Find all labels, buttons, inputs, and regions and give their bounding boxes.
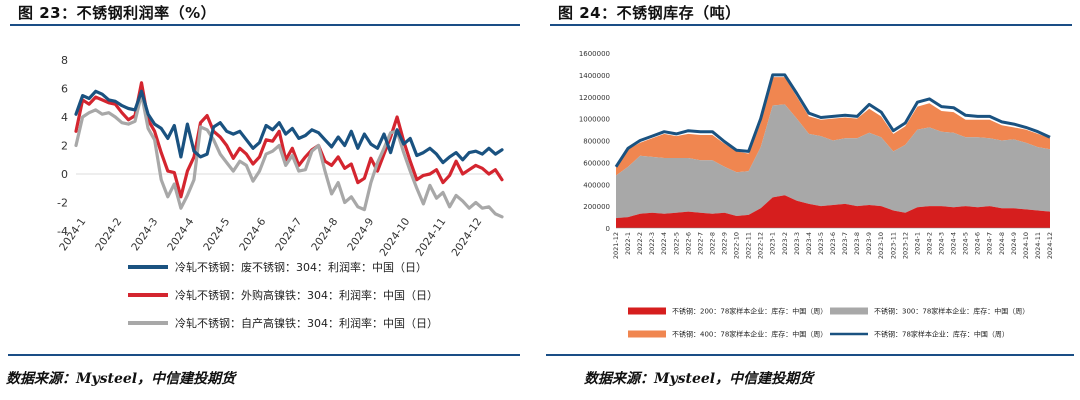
x-tick-label: 2022-3 bbox=[648, 232, 656, 255]
x-tick-label: 2024-11 bbox=[1034, 232, 1042, 259]
panel-profit: 图 23：不锈钢利润率（%） 8 6 4 2 0 -2 -4 2024-1 2024-2 2024… bbox=[6, 4, 520, 387]
x-tick-label: 2024-10 bbox=[1022, 232, 1030, 259]
x-tick-label: 2024-1 bbox=[913, 232, 921, 255]
footer-rule bbox=[8, 354, 520, 356]
y-tick-label: 600000 bbox=[583, 159, 610, 167]
x-tick-label: 2023-7 bbox=[841, 232, 849, 255]
x-tick-label: 2023-2 bbox=[781, 232, 789, 255]
y-tick-label: 1000000 bbox=[579, 116, 610, 124]
x-tick-label: 2023-8 bbox=[853, 232, 861, 255]
y-tick-label: 0 bbox=[61, 168, 68, 181]
legend-swatch bbox=[628, 330, 666, 338]
x-tick-label: 2022-1 bbox=[624, 232, 632, 255]
x-tick-label: 2024-8 bbox=[998, 232, 1006, 255]
total-line bbox=[614, 73, 1051, 168]
footer-rule bbox=[546, 354, 1074, 356]
x-tick-label: 2024-6 bbox=[974, 232, 982, 255]
x-tick-label: 2023-10 bbox=[877, 232, 885, 259]
y-tick-label: -2 bbox=[57, 197, 68, 210]
x-tick-label: 2024-12 bbox=[449, 216, 484, 259]
y-tick-label: 4 bbox=[61, 111, 68, 124]
y-tick-label: -4 bbox=[57, 225, 68, 238]
legend-swatch bbox=[628, 307, 666, 315]
x-tick-label: 2024-3 bbox=[129, 216, 160, 253]
y-tick-label: 0 bbox=[606, 225, 610, 233]
x-tick-label: 2024-7 bbox=[273, 216, 304, 253]
x-tick-label: 2023-3 bbox=[793, 232, 801, 255]
x-tick-label: 2022-10 bbox=[733, 232, 741, 259]
x-tick-label: 2023-12 bbox=[901, 232, 909, 259]
y-tick-label: 400000 bbox=[583, 181, 610, 189]
x-tick-label: 2024-11 bbox=[413, 216, 448, 259]
x-tick-label: 2024-4 bbox=[165, 216, 196, 254]
legend-label: 不锈钢：400：78家样本企业：库存：中国（周） bbox=[672, 330, 827, 339]
legend-label: 冷轧不锈钢：自产高镍铁：304：利润率：中国（日） bbox=[175, 316, 438, 330]
x-tick-label: 2024-8 bbox=[309, 216, 340, 253]
x-tick-label: 2023-6 bbox=[829, 232, 837, 255]
legend-label: 不锈钢：300：78家样本企业：库存：中国（周） bbox=[874, 307, 1029, 316]
x-tick-label: 2022-12 bbox=[757, 232, 765, 259]
x-tick-label: 2023-9 bbox=[865, 232, 873, 255]
x-tick-label: 2022-7 bbox=[696, 232, 704, 255]
x-tick-label: 2022-8 bbox=[708, 232, 716, 255]
x-tick-label: 2021-12 bbox=[612, 232, 620, 259]
series-line-1 bbox=[74, 89, 504, 165]
x-tick-label: 2024-5 bbox=[962, 232, 970, 255]
x-tick-label: 2024-9 bbox=[345, 216, 376, 253]
x-tick-label: 2024-2 bbox=[93, 216, 124, 253]
x-tick-label: 2023-4 bbox=[805, 232, 813, 255]
x-tick-label: 2022-2 bbox=[636, 232, 644, 255]
x-tick-label: 2023-11 bbox=[889, 232, 897, 259]
legend-label: 不锈钢：78家样本企业：库存：中国（周） bbox=[874, 330, 1009, 339]
source-note: 数据来源：Mysteel，中信建投期货 bbox=[6, 371, 236, 387]
x-tick-label: 2024-6 bbox=[237, 216, 268, 254]
x-tick-label: 2022-9 bbox=[721, 232, 729, 255]
x-tick-label: 2022-4 bbox=[660, 232, 668, 255]
x-tick-label: 2022-5 bbox=[672, 232, 680, 255]
title-rule bbox=[10, 24, 520, 26]
inventory-chart: 1600000 1400000 1200000 1000000 800000 600000… bbox=[579, 50, 1054, 339]
series-line-3 bbox=[74, 92, 504, 219]
x-tick-label: 2024-12 bbox=[1046, 232, 1054, 259]
y-tick-label: 1600000 bbox=[579, 50, 610, 58]
legend-label: 不锈钢：200：78家样本企业：库存：中国（周） bbox=[672, 307, 827, 316]
x-tick-label: 2024-5 bbox=[201, 216, 232, 253]
title-rule bbox=[550, 24, 1072, 26]
area-300 bbox=[616, 104, 1050, 219]
figure-title-profit: 图 23：不锈钢利润率（%） bbox=[18, 4, 217, 22]
x-tick-label: 2023-1 bbox=[769, 232, 777, 255]
y-tick-label: 800000 bbox=[583, 138, 610, 146]
x-tick-label: 2024-3 bbox=[938, 232, 946, 255]
x-tick-label: 2024-2 bbox=[925, 232, 933, 255]
x-tick-label: 2022-6 bbox=[684, 232, 692, 255]
x-tick-label: 2024-10 bbox=[377, 216, 412, 259]
y-tick-label: 6 bbox=[61, 83, 68, 96]
y-tick-label: 1200000 bbox=[579, 94, 610, 102]
panel-inventory: 图 24：不锈钢库存（吨） 1600000 1400000 1200000 10000… bbox=[540, 0, 1080, 400]
legend-label: 冷轧不锈钢：外购高镍铁：304：利润率：中国（日） bbox=[175, 288, 438, 302]
y-tick-label: 200000 bbox=[583, 203, 610, 211]
y-tick-label: 2 bbox=[61, 140, 68, 153]
x-tick-label: 2024-7 bbox=[986, 232, 994, 255]
figure-title-inventory: 图 24：不锈钢库存（吨） bbox=[558, 4, 741, 22]
source-note: 数据来源：Mysteel，中信建投期货 bbox=[584, 371, 814, 387]
area-400 bbox=[616, 77, 1050, 176]
area-200 bbox=[616, 195, 1050, 228]
legend-swatch bbox=[830, 307, 868, 315]
y-tick-label: 1400000 bbox=[579, 72, 610, 80]
x-tick-label: 2022-11 bbox=[745, 232, 753, 259]
x-tick-label: 2024-4 bbox=[950, 232, 958, 255]
legend-label: 冷轧不锈钢：废不锈钢：304：利润率：中国（日） bbox=[175, 260, 427, 274]
x-tick-label: 2024-9 bbox=[1010, 232, 1018, 255]
y-tick-label: 8 bbox=[61, 54, 68, 67]
x-tick-label: 2023-5 bbox=[817, 232, 825, 255]
